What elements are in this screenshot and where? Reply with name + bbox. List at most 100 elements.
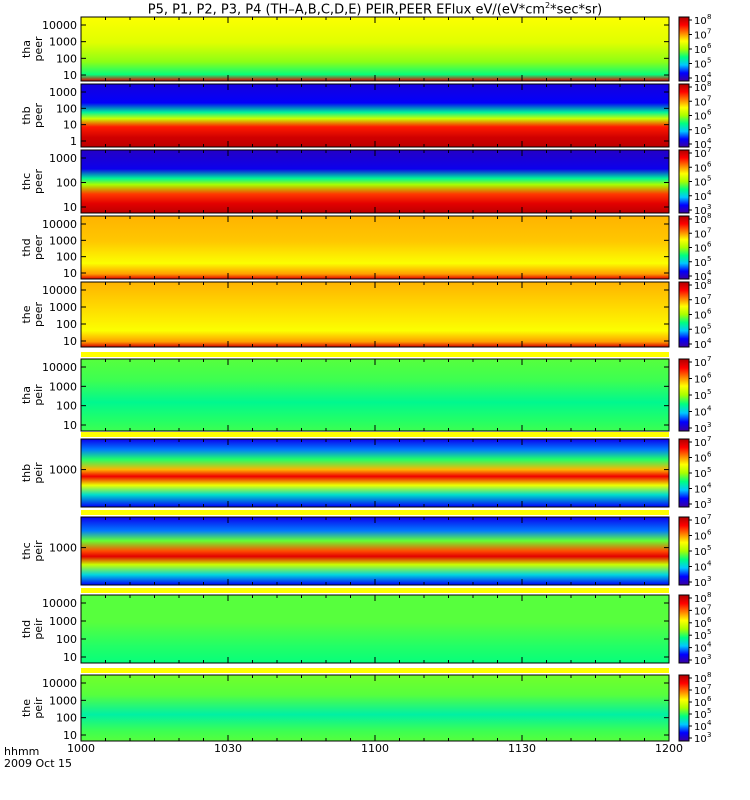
y-axis-probe-label: thc <box>20 542 33 559</box>
y-axis-species-label: peir <box>32 384 45 406</box>
y-tick-label: 100 <box>56 712 77 725</box>
colorbar-exponent: 6 <box>707 616 712 624</box>
colorbar-label: 10 <box>694 74 707 85</box>
colorbar-tha-peir <box>678 358 690 432</box>
colorbar-exponent: 3 <box>707 731 711 739</box>
colorbar-exponent: 6 <box>707 160 712 168</box>
colorbar-label: 10 <box>694 408 707 419</box>
colorbar-label: 10 <box>694 178 707 189</box>
heatmap-thb-peer <box>81 84 669 147</box>
colorbar-label: 10 <box>694 686 707 697</box>
colorbar-exponent: 3 <box>707 203 711 211</box>
colorbar-label: 10 <box>694 391 707 402</box>
colorbar-label: 10 <box>694 438 707 449</box>
colorbar-thc-peer <box>678 149 690 214</box>
colorbar-exponent: 6 <box>707 372 712 380</box>
colorbar-label: 10 <box>694 340 707 351</box>
y-tick-label: 1000 <box>49 152 77 165</box>
colorbar-exponent: 8 <box>707 80 711 88</box>
colorbar-exponent: 4 <box>707 641 712 649</box>
y-axis-species-label: peir <box>32 540 45 562</box>
colorbar-exponent: 6 <box>707 42 712 50</box>
colorbar-label: 10 <box>694 229 707 240</box>
y-axis-species-label: peir <box>32 618 45 640</box>
colorbar-label: 10 <box>694 547 707 558</box>
fill-strip <box>81 588 669 593</box>
y-axis-probe-label: thc <box>20 173 33 190</box>
colorbar-label: 10 <box>694 656 707 667</box>
colorbar-exponent: 7 <box>707 94 711 102</box>
y-tick-label: 100 <box>56 318 77 331</box>
chart-title-main: P5, P1, P2, P3, P4 (TH–A,B,C,D,E) PEIR,P… <box>147 2 546 18</box>
colorbar-label: 10 <box>694 112 707 123</box>
colorbar-exponent: 4 <box>707 71 712 79</box>
colorbar-label: 10 <box>694 532 707 543</box>
fill-strip <box>81 352 669 357</box>
colorbar-exponent: 8 <box>707 278 711 286</box>
colorbar-label: 10 <box>694 644 707 655</box>
colorbar-label: 10 <box>694 192 707 203</box>
colorbar-label: 10 <box>694 149 707 160</box>
colorbar-exponent: 8 <box>707 212 711 220</box>
y-axis-probe-label: thd <box>20 620 33 638</box>
y-tick-label: 10 <box>63 69 77 82</box>
colorbar-thb-peer <box>678 83 690 148</box>
colorbar-exponent: 4 <box>707 337 712 345</box>
colorbar-exponent: 4 <box>707 482 712 490</box>
y-tick-label: 10 <box>63 651 77 664</box>
y-tick-label: 100 <box>56 251 77 264</box>
colorbar-exponent: 7 <box>707 28 711 36</box>
y-tick-label: 1000 <box>49 301 77 314</box>
y-tick-label: 10 <box>63 335 77 348</box>
heatmap-the-peer <box>81 282 669 347</box>
chart-title: P5, P1, P2, P3, P4 (TH–A,B,C,D,E) PEIR,P… <box>0 1 750 17</box>
colorbar-the-peir <box>678 674 690 742</box>
colorbar-exponent: 5 <box>707 57 711 65</box>
colorbar-label: 10 <box>694 485 707 496</box>
colorbar-label: 10 <box>694 140 707 151</box>
colorbar-label: 10 <box>694 272 707 283</box>
y-axis-probe-label: the <box>20 699 33 717</box>
colorbar-label: 10 <box>694 516 707 527</box>
colorbar-label: 10 <box>694 698 707 709</box>
y-tick-label: 1000 <box>49 464 77 477</box>
colorbar-exponent: 7 <box>707 226 711 234</box>
colorbar-label: 10 <box>694 358 707 369</box>
colorbar-label: 10 <box>694 469 707 480</box>
x-tick-label: 1030 <box>214 742 242 755</box>
colorbar-label: 10 <box>694 619 707 630</box>
colorbar-label: 10 <box>694 281 707 292</box>
y-tick-label: 100 <box>56 633 77 646</box>
colorbar-exponent: 7 <box>707 435 711 443</box>
colorbar-label: 10 <box>694 206 707 217</box>
y-tick-label: 10 <box>63 729 77 742</box>
y-tick-label: 10000 <box>42 19 77 32</box>
colorbar-exponent: 6 <box>707 529 712 537</box>
y-tick-label: 10000 <box>42 597 77 610</box>
y-tick-label: 1000 <box>49 234 77 247</box>
colorbar-exponent: 3 <box>707 497 711 505</box>
y-tick-label: 10000 <box>42 218 77 231</box>
y-tick-label: 100 <box>56 400 77 413</box>
colorbar-exponent: 3 <box>707 653 711 661</box>
colorbar-label: 10 <box>694 126 707 137</box>
y-tick-label: 10000 <box>42 284 77 297</box>
colorbar-label: 10 <box>694 163 707 174</box>
y-tick-label: 1000 <box>49 86 77 99</box>
colorbar-label: 10 <box>694 674 707 685</box>
colorbar-label: 10 <box>694 563 707 574</box>
y-tick-label: 1000 <box>49 694 77 707</box>
colorbar-thd-peir <box>678 594 690 664</box>
colorbar-exponent: 7 <box>707 683 711 691</box>
colorbar-label: 10 <box>694 578 707 589</box>
colorbar-tha-peer <box>678 16 690 82</box>
